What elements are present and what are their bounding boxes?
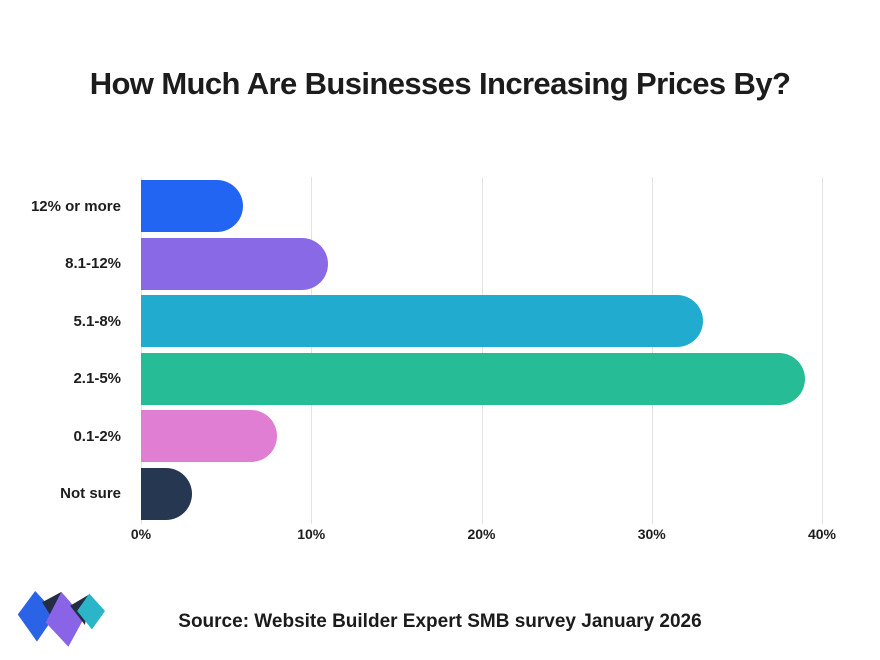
category-label: Not sure (60, 485, 121, 502)
bar-0-1-2- (141, 410, 278, 462)
bar-not-sure (141, 467, 193, 520)
x-tick-label: 40% (807, 526, 837, 542)
bar-12-or-more (141, 180, 244, 232)
x-tick-label: 20% (467, 526, 496, 542)
category-label: 0.1-2% (73, 427, 121, 445)
source-caption: Source: Website Builder Expert SMB surve… (178, 611, 702, 632)
logo-purple-diamond (45, 591, 85, 647)
bar-8-1-12- (141, 237, 329, 290)
category-label: 12% or more (30, 197, 121, 215)
x-tick-label: 30% (637, 526, 666, 542)
x-tick-label: 0% (130, 526, 152, 542)
category-label: 8.1-12% (65, 255, 121, 272)
x-tick-label: 10% (297, 526, 326, 542)
gridline (311, 177, 313, 524)
bar-5-1-8- (141, 295, 703, 347)
gridline (141, 177, 142, 524)
gridline (651, 177, 653, 524)
chart-title: How Much Are Businesses Increasing Price… (89, 66, 791, 101)
logo-teal-diamond (77, 593, 106, 630)
plot-area (141, 177, 823, 524)
gridline (481, 177, 483, 524)
x-axis: 0% 10% 20% 30% 40% (0, 526, 880, 546)
category-label: 2.1-5% (73, 370, 121, 387)
website-builder-expert-logo (17, 590, 106, 647)
category-labels: 12% or more 8.1-12% 5.1-8% 2.1-5% 0.1-2% Not … (0, 177, 131, 524)
bar-2-1-5- (141, 352, 805, 405)
category-label: 5.1-8% (73, 312, 121, 330)
gridline (822, 177, 823, 524)
